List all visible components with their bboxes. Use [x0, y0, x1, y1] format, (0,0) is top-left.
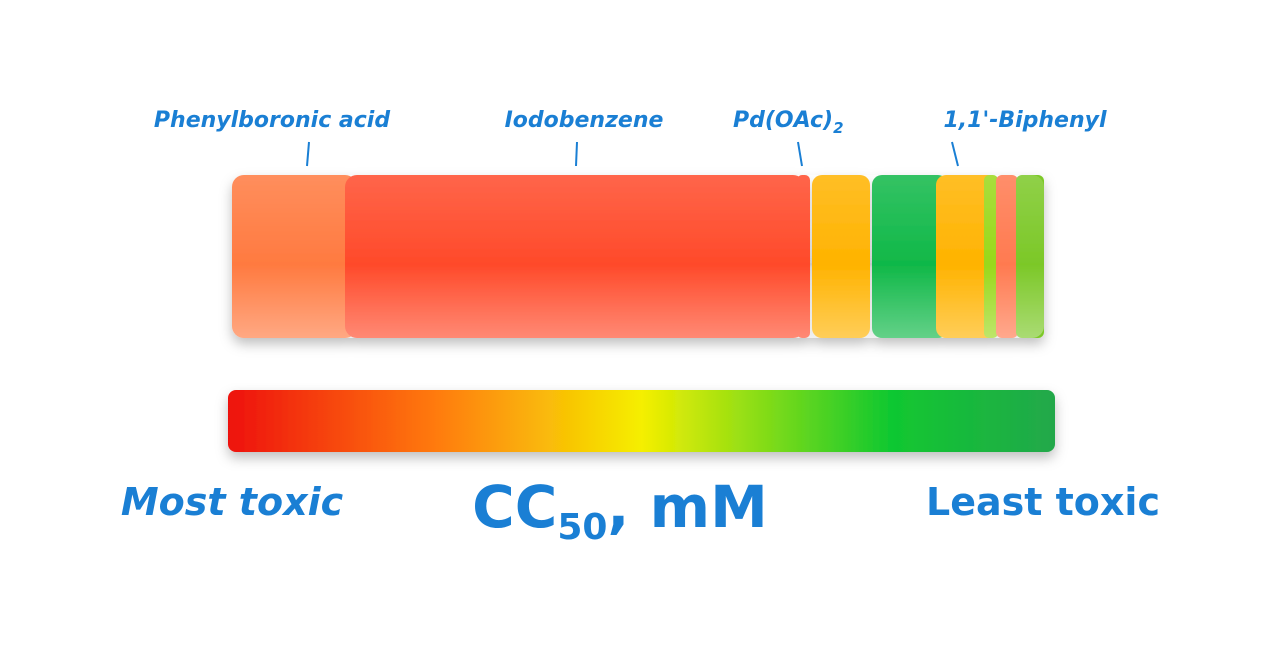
tick	[306, 141, 310, 167]
scale-right: Least toxic	[926, 480, 1160, 524]
scale-unit: CC50, mM	[472, 473, 768, 548]
label-text: Pd(OAc)	[733, 108, 833, 133]
label: Iodobenzene	[505, 108, 664, 133]
label: 1,1'-Biphenyl	[943, 108, 1106, 133]
label-ticks	[306, 141, 959, 167]
tick	[575, 141, 578, 167]
color-scale	[228, 390, 1055, 452]
unit-suffix: , mM	[607, 473, 767, 541]
label-subscript: 2	[833, 119, 843, 137]
blocks	[232, 175, 1044, 338]
label: Pd(OAc)2	[733, 108, 844, 137]
label: Phenylboronic acid	[154, 108, 390, 133]
tick	[797, 141, 803, 167]
block-shine	[232, 175, 1044, 338]
scale-left: Most toxic	[121, 480, 344, 524]
unit-text: CC	[472, 473, 557, 541]
tick	[951, 141, 959, 167]
unit-subscript: 50	[557, 507, 607, 548]
